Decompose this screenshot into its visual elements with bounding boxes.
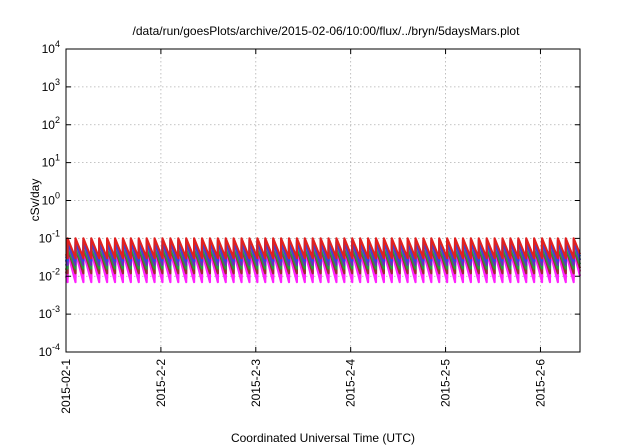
y-tick-label: 102 <box>42 115 60 132</box>
series-layer <box>64 237 582 284</box>
grid <box>66 49 580 352</box>
y-tick-label: 10-4 <box>39 342 60 359</box>
y-tick-label: 10-1 <box>39 228 60 245</box>
y-tick-label: 10-3 <box>39 304 60 321</box>
x-tick-label: 2015-2-6 <box>533 359 547 407</box>
x-axis: 2015-02-1 2015-2-2 2015-2-3 2015-2-4 2015-2-… <box>59 49 547 414</box>
chart-title: /data/run/goesPlots/archive/2015-02-06/1… <box>133 24 521 38</box>
y-tick-label: 10-2 <box>39 266 60 283</box>
x-tick-label: 2015-2-2 <box>154 359 168 407</box>
y-tick-label: 103 <box>42 77 60 94</box>
x-tick-label: 2015-2-3 <box>249 359 263 407</box>
y-tick-label: 101 <box>42 153 60 170</box>
x-tick-label: 2015-2-5 <box>439 359 453 407</box>
x-tick-label: 2015-2-4 <box>344 359 358 407</box>
y-tick-label: 104 <box>42 39 60 56</box>
y-axis: 10-4 10-3 10-2 10-1 100 101 102 103 104 <box>39 39 580 359</box>
series-line <box>64 237 582 260</box>
x-tick-label: 2015-02-1 <box>59 359 73 414</box>
y-axis-label: cSv/day <box>28 179 42 222</box>
y-tick-label: 100 <box>42 191 60 208</box>
x-axis-label: Coordinated Universal Time (UTC) <box>231 431 415 445</box>
